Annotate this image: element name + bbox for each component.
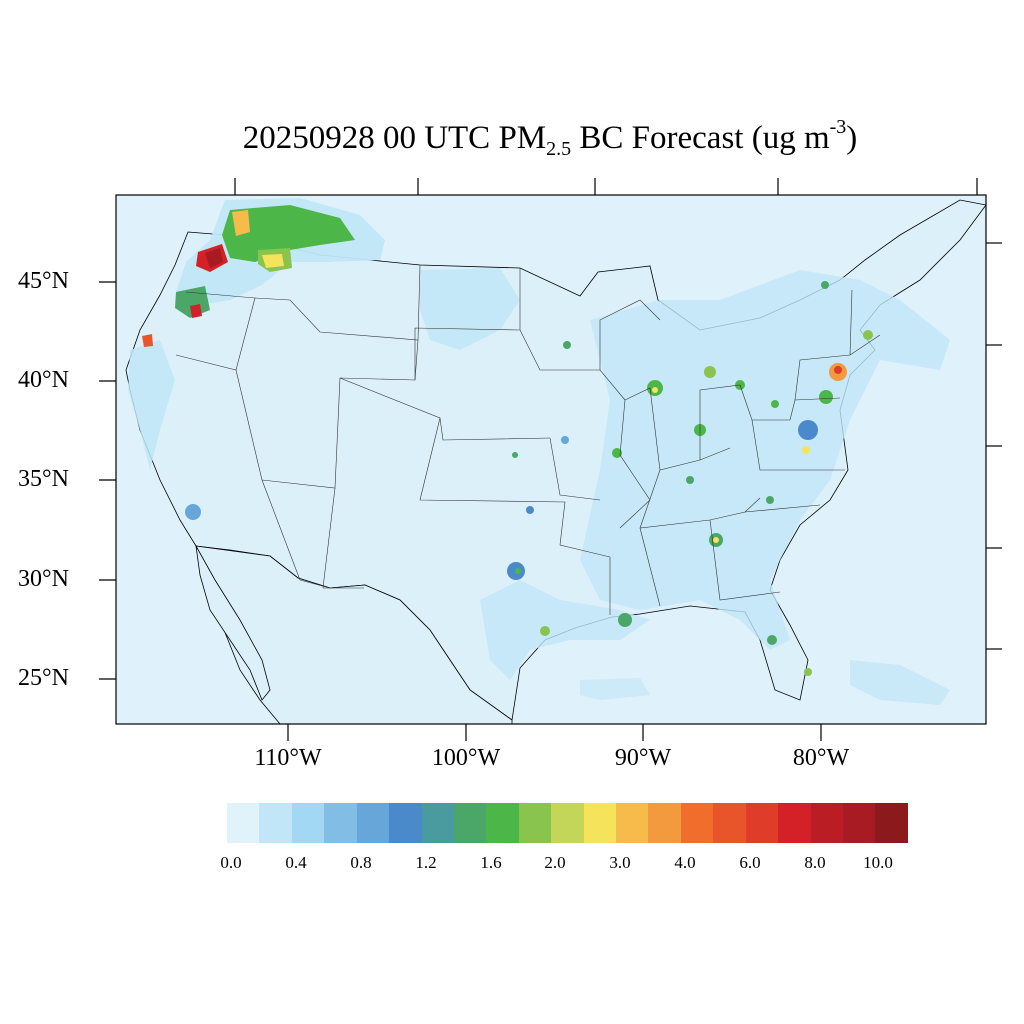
hotspot-stlouis [612,448,622,458]
colorbar-label: 6.0 [739,853,761,872]
colorbar-swatch [389,803,422,843]
map-frame [115,194,987,725]
title-middle: BC Forecast (ug m [571,120,830,156]
lat-label-45n: 45°N [18,268,69,294]
hotspot-tampa [767,635,777,645]
colorbar-swatch [616,803,649,843]
colorbar-swatch [810,803,844,843]
title-subscript: 2.5 [546,138,572,160]
colorbar-swatch [259,803,292,843]
colorbar-label: 1.2 [415,853,437,872]
pacific-coast-band [128,340,175,470]
colorbar-swatch [583,803,617,843]
title-suffix: ) [846,120,858,156]
title-prefix: 20250928 00 UTC PM [242,120,547,156]
hotspot-los-angeles [185,504,201,520]
colorbar-swatch [453,803,487,843]
hotspot-boston [863,330,873,340]
colorbar-swatch [648,803,681,843]
colorbar-swatch [713,803,746,843]
title-superscript: -3 [829,116,847,138]
colorbar-swatch [843,803,876,843]
eastern-band [580,270,950,650]
hotspot-philadelphia [819,390,833,404]
lat-label-40n: 40°N [18,367,69,393]
plume-core-yellow [262,254,284,268]
hotspot-pittsburgh [771,400,779,408]
baja-peninsula [195,545,271,701]
colorbar-label: 3.0 [609,853,631,872]
colorbar-swatch [680,803,714,843]
colorbar-label: 0.4 [285,853,307,872]
lon-label-110w: 110°W [254,745,322,771]
hotspot-baltimore [802,446,810,454]
colorbar-label: 8.0 [804,853,826,872]
colorbar-swatch [291,803,325,843]
colorbar-swatch [486,803,519,843]
fire-hotspot-orange [232,210,250,236]
hotspot-buffalo [821,281,829,289]
colorbar-swatch [778,803,811,843]
hotspot-atlanta-core [713,537,719,543]
plume-core-medium [175,286,210,318]
gulf-haze [580,678,650,700]
texas-gulf-band [480,580,650,680]
mexico-land [195,545,513,725]
lat-label-35n: 35°N [18,466,69,492]
hotspot-new-orleans [618,613,632,627]
lon-label-80w: 80°W [792,745,850,771]
lon-label-90w: 90°W [614,745,672,771]
colorbar-swatch [551,803,584,843]
oregon-hotspot [190,304,202,318]
map-ticks [99,178,1002,741]
hotspot-detroit [704,366,716,378]
colorbar-swatch [875,803,908,843]
fire-hotspot-darkred [205,248,223,268]
colorbar-swatch [227,803,260,843]
hotspot-chicago-core [652,387,658,393]
hotspot-dallas [526,506,534,514]
hotspot-kc [561,436,569,444]
colorbar-label: 0.8 [350,853,372,872]
colorbar-label: 4.0 [674,853,696,872]
state-borders [175,264,881,615]
colorbar-swatch [324,803,357,843]
colorbar-swatch [356,803,390,843]
hotspot-minneapolis [563,341,571,349]
hotspot-dc [798,420,818,440]
hotspot-houston-core [515,568,521,574]
lon-label-100w: 100°W [431,745,501,771]
california-hotspot [142,334,153,347]
colorbar-swatch [421,803,454,843]
colorbar [227,803,908,843]
hotspot-corpus [540,626,550,636]
hotspot-okc [512,452,518,458]
plume-core-green [222,205,355,262]
hotspot-charlotte [766,496,774,504]
hotspot-nyc-core [834,366,842,374]
colorbar-label: 0.0 [220,853,242,872]
hotspot-nashville [686,476,694,484]
colorbar-label: 1.6 [480,853,502,872]
colorbar-swatch [518,803,552,843]
colorbar-label: 2.0 [544,853,566,872]
lat-label-30n: 30°N [18,566,69,592]
caribbean-haze [850,660,950,705]
figure-title: 20250928 00 UTC PM2.5 BC Forecast (ug m-… [0,117,1024,160]
hotspot-miami [804,668,812,676]
colorbar-label: 10.0 [863,853,893,872]
colorbar-swatch [745,803,779,843]
lat-label-25n: 25°N [18,665,69,691]
